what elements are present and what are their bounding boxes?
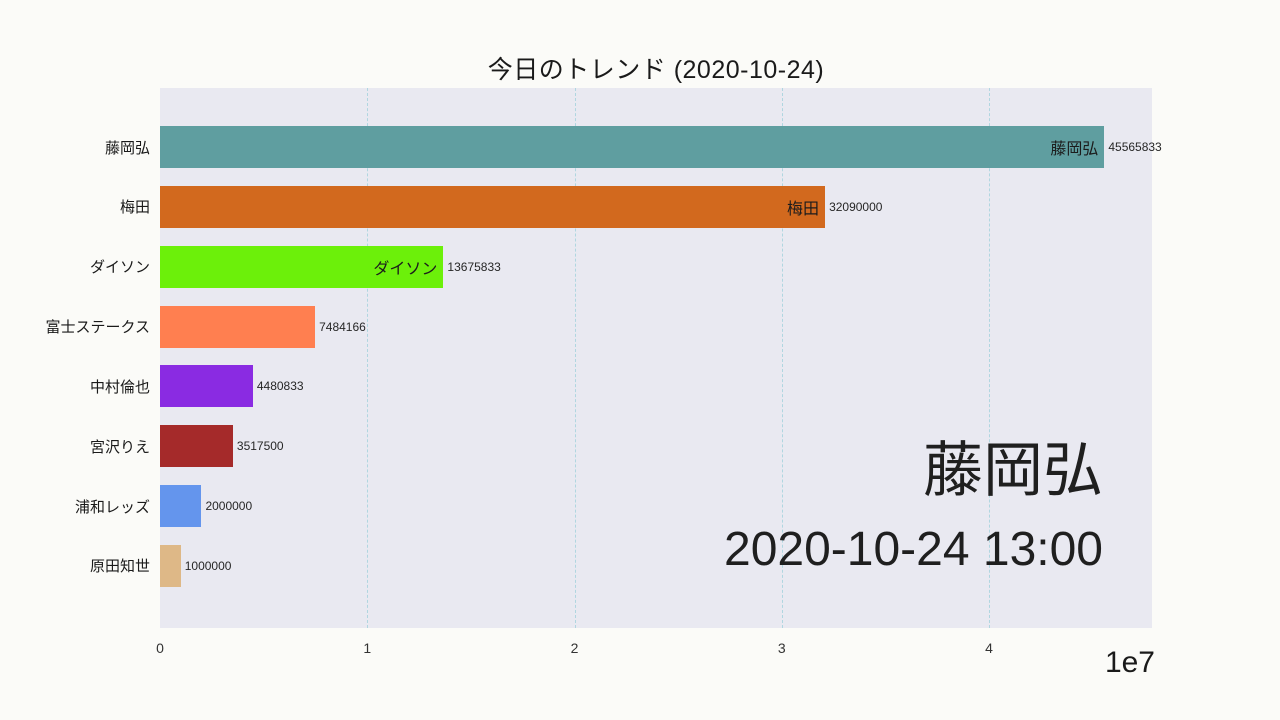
- chart-title: 今日のトレンド (2020-10-24): [487, 56, 825, 84]
- y-tick-label: 原田知世: [89, 558, 150, 576]
- y-tick-label: 藤岡弘: [104, 139, 150, 157]
- x-tick-label: 1: [363, 640, 372, 656]
- gridline: [574, 88, 576, 628]
- bar-ダイソン: ダイソン: [160, 245, 444, 288]
- bar-value-label: 32090000: [829, 199, 883, 214]
- y-tick-label: 梅田: [119, 199, 150, 217]
- bar-value-label: 1000000: [184, 558, 232, 573]
- bar-梅田: 梅田: [160, 185, 826, 228]
- bar-原田知世: [160, 544, 181, 587]
- axis-scale-multiplier-label: 1e7: [1104, 646, 1155, 679]
- gridline: [367, 88, 369, 628]
- bar-富士ステークス: [160, 305, 316, 348]
- gridline: [781, 88, 783, 628]
- bar-value-label: 45565833: [1108, 140, 1162, 154]
- x-tick-label: 0: [156, 640, 164, 656]
- bar-浦和レッズ: [160, 485, 202, 528]
- bar-value-label: 4480833: [256, 379, 304, 394]
- bar-value-label: 3517500: [236, 439, 284, 454]
- gridline: [989, 88, 990, 628]
- bar-inner-label: ダイソン: [373, 260, 438, 278]
- bar-宮沢りえ: [160, 425, 233, 468]
- x-tick-label: 4: [985, 640, 993, 656]
- bar-value-label: 13675833: [447, 259, 501, 274]
- y-tick-label: 中村倫也: [89, 378, 150, 396]
- bar-中村倫也: [160, 365, 253, 408]
- plot-area: 藤岡弘 45565833 梅田 32090000 ダイソン 13675833 7484166…: [160, 88, 1162, 628]
- x-tick-label: 3: [777, 640, 786, 656]
- bar-value-label: 7484166: [319, 319, 366, 334]
- y-tick-label: 富士ステークス: [45, 319, 150, 337]
- bar-inner-label: 藤岡弘: [1050, 141, 1099, 158]
- bar-藤岡弘: 藤岡弘: [160, 126, 1105, 168]
- y-tick-label: 浦和レッズ: [74, 498, 150, 516]
- x-tick-label: 2: [570, 640, 579, 656]
- bar-value-label: 2000000: [205, 499, 253, 514]
- y-tick-label: ダイソン: [89, 259, 150, 277]
- y-tick-label: 宮沢りえ: [89, 438, 150, 456]
- bar-inner-label: 梅田: [787, 200, 820, 218]
